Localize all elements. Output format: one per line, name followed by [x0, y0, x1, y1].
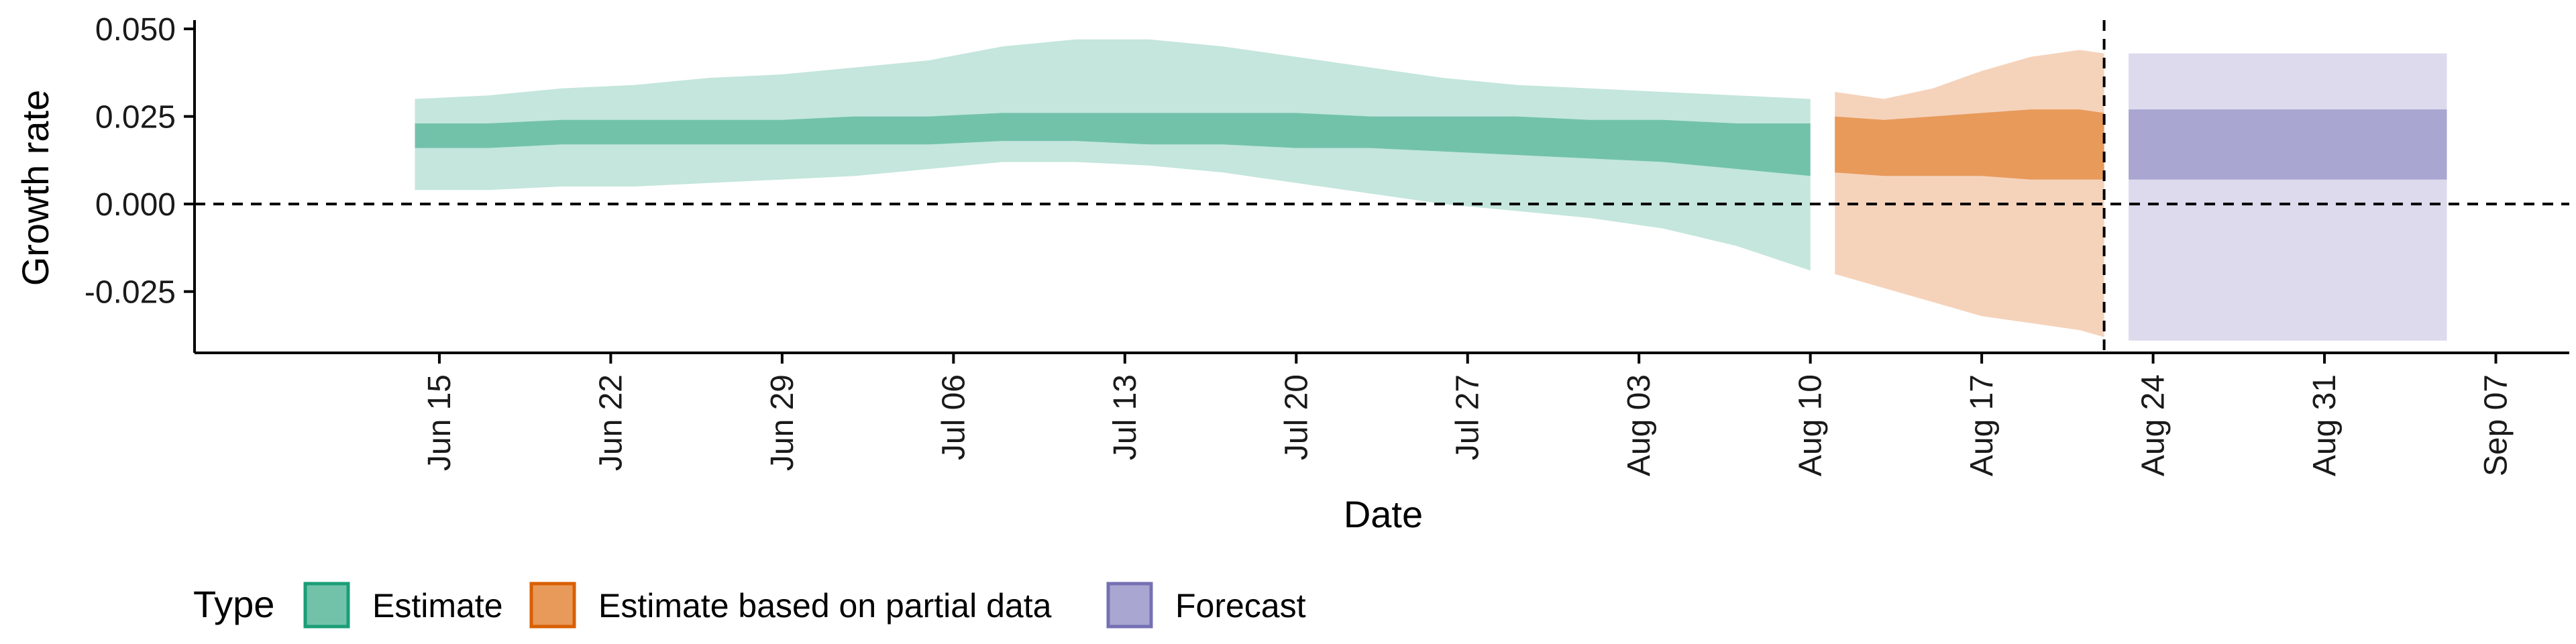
series-1-outer-band	[1835, 50, 2104, 337]
x-tick-label: Aug 17	[1964, 374, 2000, 476]
y-axis-title: Growth rate	[14, 90, 56, 286]
x-axis-ticks: Jun 15 Jun 22 Jun 29 Jul 06 Jul 13 Jul 20 Jul …	[422, 353, 2514, 476]
x-tick-label: Aug 24	[2136, 374, 2171, 476]
plot-area: Jun 15 Jun 22 Jun 29 Jul 06 Jul 13 Jul 20 Jul …	[85, 12, 2569, 476]
legend-key-1	[529, 582, 576, 629]
x-tick-label: Jul 13	[1108, 374, 1143, 460]
series-0-outer-band	[415, 39, 1811, 271]
x-tick-label: Jun 29	[765, 374, 800, 471]
x-tick-label: Aug 31	[2307, 374, 2343, 476]
legend-key-0	[303, 582, 350, 629]
ribbon-layer	[415, 39, 2447, 341]
series-2-outer-band	[2129, 53, 2447, 341]
legend-label-1: Estimate based on partial data	[598, 587, 1052, 625]
x-tick-label: Aug 03	[1621, 374, 1657, 476]
legend-label-2: Forecast	[1175, 587, 1306, 625]
legend-key-2	[1106, 582, 1153, 629]
y-tick-label: -0.025	[85, 275, 176, 311]
x-tick-label: Jul 20	[1279, 374, 1314, 460]
x-tick-label: Jul 06	[936, 374, 971, 460]
y-tick-label: 0.000	[95, 187, 176, 223]
series-2-inner-band	[2129, 109, 2447, 180]
x-tick-label: Jun 15	[422, 374, 458, 471]
y-tick-label: 0.025	[95, 100, 176, 136]
x-tick-label: Aug 10	[1793, 374, 1829, 476]
x-axis-title: Date	[1344, 493, 1423, 535]
legend: Type Estimate Estimate based on partial d…	[193, 582, 1306, 629]
x-tick-label: Jun 22	[593, 374, 629, 471]
y-axis-ticks: 0.050 0.025 0.000 -0.025	[85, 12, 195, 311]
x-tick-label: Jul 27	[1450, 374, 1486, 460]
x-tick-label: Sep 07	[2479, 374, 2514, 476]
series-0-inner-band	[415, 113, 1811, 176]
series-1-inner-band	[1835, 109, 2104, 180]
legend-label-0: Estimate	[372, 587, 503, 625]
legend-title: Type	[193, 583, 274, 625]
y-tick-label: 0.050	[95, 12, 176, 48]
